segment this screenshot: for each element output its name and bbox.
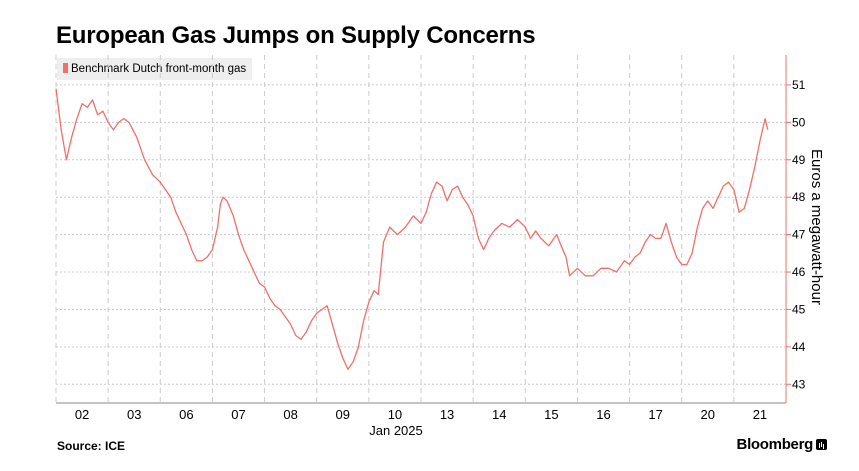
- y-tick-label: 51: [792, 78, 806, 92]
- legend: Benchmark Dutch front-month gas: [57, 58, 253, 80]
- x-tick-label: 09: [336, 407, 350, 422]
- x-tick-label: 21: [753, 407, 767, 422]
- series-line-dutch-gas: [55, 88, 769, 370]
- x-tick-label: 15: [544, 407, 558, 422]
- y-tick-label: 46: [792, 265, 806, 279]
- x-tick-label: 06: [179, 407, 193, 422]
- source-note: Source: ICE: [57, 439, 126, 453]
- x-axis-month-label: Jan 2025: [369, 423, 423, 438]
- x-tick-label: 03: [127, 407, 141, 422]
- x-tick-label: 17: [648, 407, 662, 422]
- y-axis-label: Euros a megawatt-hour: [808, 149, 825, 305]
- y-tick-label: 48: [792, 190, 806, 204]
- x-tick-label: 16: [596, 407, 610, 422]
- x-tick-label: 07: [231, 407, 245, 422]
- x-tick-label: 13: [440, 407, 454, 422]
- legend-label: Benchmark Dutch front-month gas: [71, 63, 247, 75]
- bloomberg-logo: Bloomberg: [737, 436, 827, 453]
- y-tick-label: 47: [792, 228, 806, 242]
- y-tick-label: 50: [792, 115, 806, 129]
- brand-name: Bloomberg: [736, 436, 814, 453]
- y-tick-label: 44: [792, 340, 806, 354]
- y-tick-label: 49: [792, 153, 806, 167]
- y-tick-label: 45: [792, 302, 806, 316]
- x-tick-label: 08: [283, 407, 297, 422]
- x-tick-label: 14: [492, 407, 506, 422]
- chart-title: European Gas Jumps on Supply Concerns: [56, 22, 536, 49]
- legend-swatch: [63, 63, 68, 73]
- x-tick-label: 02: [75, 407, 89, 422]
- terminal-icon: [816, 439, 827, 450]
- x-tick-label: 20: [701, 407, 715, 422]
- y-tick-label: 43: [792, 377, 806, 391]
- x-tick-label: 10: [388, 407, 402, 422]
